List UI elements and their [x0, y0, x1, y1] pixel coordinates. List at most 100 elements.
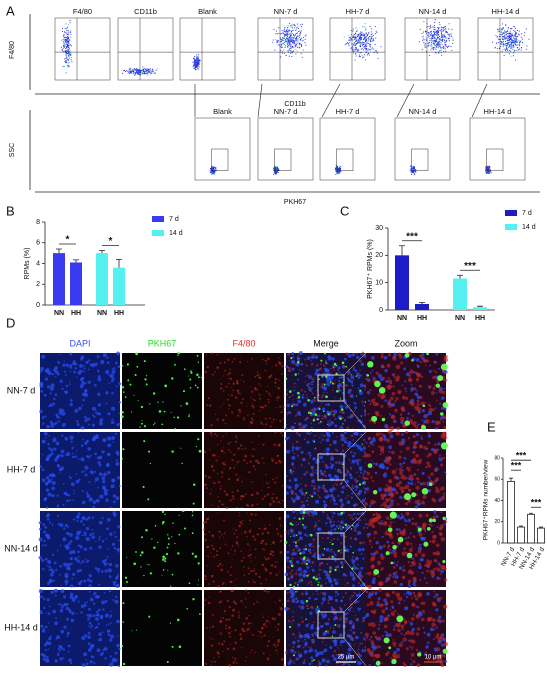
- speck: [259, 373, 261, 376]
- dot: [63, 41, 65, 43]
- speck: [361, 400, 364, 403]
- dot: [513, 35, 515, 37]
- speck: [417, 423, 420, 426]
- speck: [337, 386, 340, 389]
- speck: [254, 513, 257, 516]
- dot: [443, 26, 446, 28]
- speck: [319, 485, 321, 487]
- dot: [365, 37, 367, 39]
- speck: [336, 363, 338, 365]
- speck: [211, 544, 214, 547]
- dot: [368, 33, 370, 35]
- speck: [167, 537, 170, 540]
- speck: [60, 449, 65, 454]
- speck: [339, 398, 341, 400]
- dot: [64, 31, 66, 33]
- dot: [198, 66, 200, 68]
- speck: [113, 367, 116, 370]
- dot: [363, 41, 365, 43]
- dot: [274, 49, 276, 51]
- speck: [324, 360, 327, 363]
- speck: [352, 584, 355, 588]
- dot: [520, 46, 522, 49]
- speck: [269, 394, 272, 397]
- speck: [333, 502, 336, 505]
- speck: [157, 401, 159, 403]
- dot: [197, 67, 199, 69]
- speck: [373, 490, 378, 495]
- speck: [302, 573, 307, 578]
- speck: [340, 498, 343, 500]
- dot: [504, 48, 506, 50]
- dot: [347, 43, 350, 45]
- dot: [452, 42, 454, 45]
- speck: [260, 582, 263, 585]
- dot: [362, 45, 364, 47]
- dot: [497, 47, 499, 50]
- speck: [284, 572, 289, 577]
- dot: [213, 166, 215, 168]
- speck: [430, 472, 434, 476]
- dot: [434, 22, 436, 24]
- speck: [263, 556, 266, 559]
- dot: [292, 24, 294, 26]
- speck: [197, 584, 199, 586]
- dot: [68, 52, 70, 54]
- speck: [70, 557, 73, 560]
- speck: [333, 369, 336, 372]
- speck: [274, 561, 277, 563]
- speck: [374, 380, 381, 388]
- speck: [87, 368, 90, 371]
- speck: [221, 472, 223, 474]
- speck: [318, 496, 321, 499]
- dot: [505, 32, 507, 34]
- dot: [291, 34, 293, 36]
- speck: [410, 402, 415, 407]
- speck: [172, 522, 174, 524]
- speck: [129, 383, 132, 386]
- speck: [267, 357, 270, 361]
- dot: [517, 49, 519, 51]
- dot: [523, 35, 525, 37]
- speck: [310, 387, 312, 389]
- y-tick-label: 20: [375, 252, 383, 259]
- dot: [356, 34, 358, 36]
- speck: [359, 467, 363, 471]
- speck: [87, 447, 91, 451]
- dot: [359, 35, 362, 37]
- speck: [239, 392, 242, 395]
- speck: [54, 366, 58, 370]
- dot: [438, 52, 440, 54]
- speck: [256, 389, 259, 391]
- speck: [312, 470, 314, 472]
- dot: [353, 34, 355, 36]
- speck: [261, 489, 263, 491]
- speck: [351, 427, 353, 430]
- speck: [206, 354, 208, 356]
- dot: [439, 23, 441, 25]
- speck: [70, 482, 75, 487]
- speck: [330, 375, 334, 379]
- speck: [432, 499, 437, 503]
- dot: [506, 30, 508, 32]
- speck: [180, 405, 182, 407]
- dot: [197, 56, 199, 58]
- speck: [212, 453, 215, 457]
- speck: [361, 443, 363, 445]
- dot: [287, 41, 289, 43]
- speck: [278, 517, 282, 520]
- speck: [385, 426, 389, 430]
- speck: [359, 507, 362, 509]
- dot: [65, 52, 67, 54]
- speck: [300, 389, 303, 392]
- speck: [239, 444, 243, 447]
- speck: [299, 446, 302, 449]
- speck: [324, 503, 327, 506]
- speck: [332, 485, 335, 487]
- dot: [290, 46, 292, 48]
- dot: [354, 37, 356, 39]
- speck: [340, 490, 344, 494]
- speck: [396, 426, 400, 431]
- speck: [273, 443, 276, 446]
- speck: [152, 392, 156, 395]
